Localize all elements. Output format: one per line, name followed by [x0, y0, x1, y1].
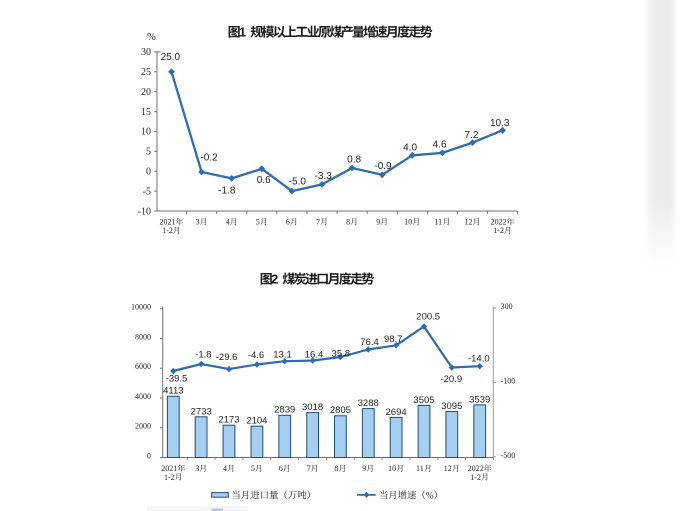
svg-text:-10: -10	[138, 206, 151, 217]
svg-text:0: 0	[146, 167, 151, 178]
svg-text:0: 0	[147, 451, 151, 460]
svg-text:25: 25	[141, 67, 151, 78]
svg-text:10: 10	[388, 464, 396, 473]
svg-text:20: 20	[141, 87, 151, 98]
svg-text:5: 5	[251, 464, 255, 473]
svg-text:2000: 2000	[135, 422, 151, 431]
svg-text:8000: 8000	[135, 332, 151, 341]
svg-text:7: 7	[307, 464, 311, 473]
svg-text:1-2: 1-2	[164, 473, 175, 482]
svg-text:8: 8	[334, 464, 338, 473]
svg-text:6: 6	[279, 464, 283, 473]
svg-text:4: 4	[223, 464, 227, 473]
svg-text:10: 10	[404, 218, 412, 227]
svg-text:2805: 2805	[330, 405, 351, 416]
svg-text:-39.5: -39.5	[166, 373, 188, 384]
svg-text:4.6: 4.6	[433, 139, 447, 150]
svg-text:2022: 2022	[491, 218, 507, 227]
svg-text:2021: 2021	[160, 218, 176, 227]
svg-text:4113: 4113	[163, 386, 183, 397]
svg-text:76.4: 76.4	[360, 337, 379, 348]
svg-text:11: 11	[434, 218, 442, 227]
svg-text:-14.0: -14.0	[468, 354, 490, 365]
svg-text:1: 1	[239, 25, 246, 40]
svg-text:12: 12	[444, 464, 452, 473]
svg-text:2733: 2733	[191, 406, 212, 417]
svg-text:10: 10	[141, 127, 151, 138]
svg-text:-20.9: -20.9	[440, 374, 462, 385]
svg-text:15: 15	[141, 107, 151, 118]
svg-text:8: 8	[346, 218, 350, 227]
svg-text:4: 4	[226, 218, 230, 227]
svg-text:2104: 2104	[246, 416, 267, 427]
svg-text:98.7: 98.7	[384, 334, 403, 345]
svg-text:2839: 2839	[274, 405, 295, 416]
svg-text:7.2: 7.2	[465, 130, 479, 141]
svg-text:9: 9	[362, 464, 366, 473]
svg-text:6: 6	[286, 218, 290, 227]
svg-text:-29.6: -29.6	[216, 352, 238, 363]
svg-text:2021: 2021	[161, 464, 177, 473]
svg-text:200.5: 200.5	[416, 312, 440, 323]
svg-text:-100: -100	[501, 377, 516, 386]
svg-text:-1.8: -1.8	[218, 185, 236, 196]
svg-text:3539: 3539	[469, 394, 490, 405]
svg-text:2694: 2694	[386, 407, 407, 418]
svg-text:2: 2	[271, 272, 278, 287]
svg-text:6000: 6000	[135, 362, 151, 371]
svg-text:4.0: 4.0	[403, 143, 417, 154]
svg-text:1-2: 1-2	[162, 226, 173, 235]
svg-text:11: 11	[416, 464, 424, 473]
svg-text:3018: 3018	[302, 402, 323, 413]
svg-text:9: 9	[376, 218, 380, 227]
svg-text:-5: -5	[143, 186, 151, 197]
svg-text:7: 7	[316, 218, 320, 227]
svg-text:-1.8: -1.8	[195, 349, 211, 360]
svg-text:-3.3: -3.3	[315, 171, 333, 182]
svg-text:%: %	[426, 491, 434, 501]
svg-text:1-2: 1-2	[470, 473, 481, 482]
svg-text:12: 12	[465, 218, 473, 227]
svg-text:-0.2: -0.2	[200, 153, 218, 164]
svg-text:0.6: 0.6	[257, 175, 271, 186]
svg-text:3095: 3095	[441, 401, 462, 412]
svg-text:10000: 10000	[131, 303, 151, 312]
svg-text:-5.0: -5.0	[289, 176, 307, 187]
svg-text:13.1: 13.1	[273, 349, 292, 360]
svg-text:5: 5	[256, 218, 260, 227]
svg-text:2173: 2173	[218, 415, 239, 426]
svg-text:35.8: 35.8	[332, 349, 351, 360]
svg-text:25.0: 25.0	[161, 52, 181, 63]
svg-text:-0.9: -0.9	[374, 161, 392, 172]
svg-text:-500: -500	[501, 451, 516, 460]
svg-text:5: 5	[146, 147, 151, 158]
svg-text:3505: 3505	[413, 395, 434, 406]
svg-text:%: %	[147, 32, 156, 43]
svg-text:0.8: 0.8	[347, 155, 361, 166]
svg-text:2022: 2022	[468, 464, 484, 473]
svg-text:1-2: 1-2	[493, 226, 504, 235]
svg-text:30: 30	[141, 47, 151, 58]
svg-text:16.4: 16.4	[305, 349, 324, 360]
svg-text:-4.6: -4.6	[248, 350, 264, 361]
svg-text:3: 3	[196, 218, 200, 227]
svg-text:3288: 3288	[358, 398, 379, 409]
svg-text:4000: 4000	[135, 392, 151, 401]
svg-text:300: 300	[501, 302, 513, 311]
svg-text:3: 3	[195, 464, 199, 473]
svg-text:10.3: 10.3	[490, 118, 510, 129]
